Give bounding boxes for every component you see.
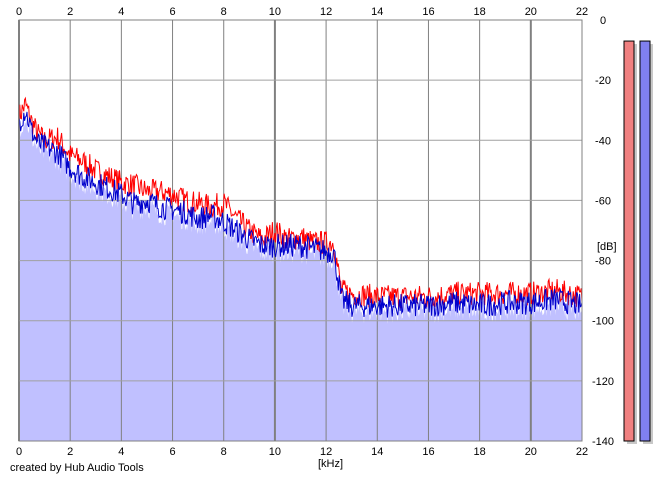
y-tick-label: -120 xyxy=(592,376,614,388)
x-tick-label: 10 xyxy=(269,6,281,18)
y-tick-label: -60 xyxy=(595,195,611,207)
series-lines xyxy=(18,96,583,318)
x-tick-label: 14 xyxy=(371,446,383,458)
x-tick-labels-top: 0 2 4 6 8 10 12 14 16 18 20 22 xyxy=(16,6,588,18)
x-tick-label: 18 xyxy=(474,446,486,458)
y-tick-label: 0 xyxy=(600,15,606,27)
level-meters xyxy=(623,40,653,445)
credit-text: created by Hub Audio Tools xyxy=(10,462,144,474)
level-meter-bar xyxy=(623,40,635,442)
x-tick-label: 12 xyxy=(320,6,332,18)
y-tick-label: -80 xyxy=(595,256,611,268)
x-tick-label: 22 xyxy=(576,6,588,18)
x-tick-label: 18 xyxy=(474,6,486,18)
x-tick-label: 0 xyxy=(16,6,22,18)
x-tick-label: 12 xyxy=(320,446,332,458)
y-tick-label: -40 xyxy=(595,135,611,147)
y-tick-label: -20 xyxy=(595,75,611,87)
x-tick-labels-bottom: 0 2 4 6 8 10 12 14 16 18 20 22 xyxy=(16,446,588,458)
x-tick-label: 14 xyxy=(371,6,383,18)
x-tick-label: 16 xyxy=(422,6,434,18)
x-tick-label: 0 xyxy=(16,446,22,458)
y-tick-label: -140 xyxy=(592,436,614,448)
x-tick-label: 4 xyxy=(118,446,124,458)
x-tick-label: 2 xyxy=(67,6,73,18)
x-tick-label: 8 xyxy=(221,6,227,18)
x-tick-label: 20 xyxy=(525,446,537,458)
x-axis-label: [kHz] xyxy=(318,458,343,470)
y-tick-labels: 0 -20 -40 -60 -80 -100 -120 -140 xyxy=(592,15,614,448)
x-tick-label: 10 xyxy=(269,446,281,458)
level-meter-bar xyxy=(639,40,651,442)
x-tick-label: 2 xyxy=(67,446,73,458)
y-tick-label: -100 xyxy=(592,316,614,328)
x-tick-label: 6 xyxy=(169,6,175,18)
x-tick-label: 20 xyxy=(525,6,537,18)
y-axis-label: [dB] xyxy=(597,241,617,253)
spectrum-fill-area xyxy=(19,117,582,442)
x-tick-label: 22 xyxy=(576,446,588,458)
grid-lines xyxy=(18,19,583,442)
x-tick-label: 16 xyxy=(422,446,434,458)
plot-frame xyxy=(18,19,583,442)
series-line xyxy=(18,111,583,318)
x-tick-label: 8 xyxy=(221,446,227,458)
x-tick-label: 4 xyxy=(118,6,124,18)
x-tick-label: 6 xyxy=(169,446,175,458)
